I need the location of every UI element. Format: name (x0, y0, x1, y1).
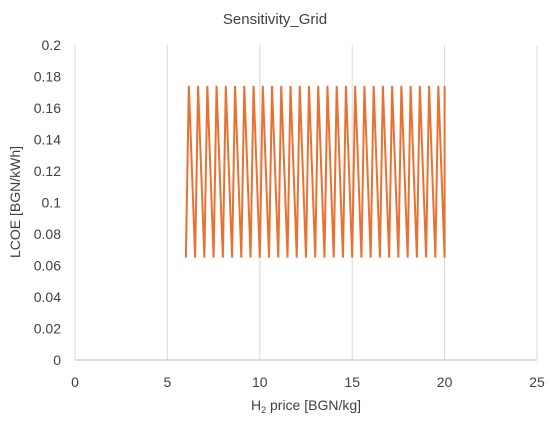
y-tick-label-0: 0 (53, 352, 61, 368)
y-tick-label-0.12: 0.12 (34, 163, 61, 179)
x-axis-label-rest: price [BGN/kg] (266, 397, 361, 413)
y-tick-label-0.16: 0.16 (34, 100, 61, 116)
y-tick-label-0.02: 0.02 (34, 321, 61, 337)
y-tick-label-0.18: 0.18 (34, 69, 61, 85)
tick-layer: 0 5 10 15 20 25 0 0.02 0.04 0.06 0.08 0.1 0.12 0.14 0.… (34, 37, 545, 390)
y-tick-label-0.2: 0.2 (42, 37, 62, 53)
x-tick-label-10: 10 (252, 374, 268, 390)
x-tick-label-20: 20 (437, 374, 453, 390)
x-axis-label-subscript: 2 (261, 405, 266, 415)
x-axis-label: H2 price [BGN/kg] (251, 397, 361, 415)
y-tick-label-0.08: 0.08 (34, 226, 61, 242)
y-tick-label-0.14: 0.14 (34, 132, 61, 148)
x-tick-label-25: 25 (529, 374, 545, 390)
series-layer (184, 85, 446, 258)
y-axis-label: LCOE [BGN/kWh] (7, 146, 23, 258)
x-axis-label-main: H (251, 397, 261, 413)
axis-layer (74, 45, 537, 361)
y-tick-label-0.04: 0.04 (34, 289, 61, 305)
chart-title: Sensitivity_Grid (223, 11, 327, 28)
y-tick-label-0.1: 0.1 (42, 195, 62, 211)
x-tick-label-15: 15 (344, 374, 360, 390)
y-tick-label-0.06: 0.06 (34, 258, 61, 274)
x-tick-label-5: 5 (164, 374, 172, 390)
x-tick-label-0: 0 (71, 374, 79, 390)
series-line-0 (184, 85, 446, 258)
